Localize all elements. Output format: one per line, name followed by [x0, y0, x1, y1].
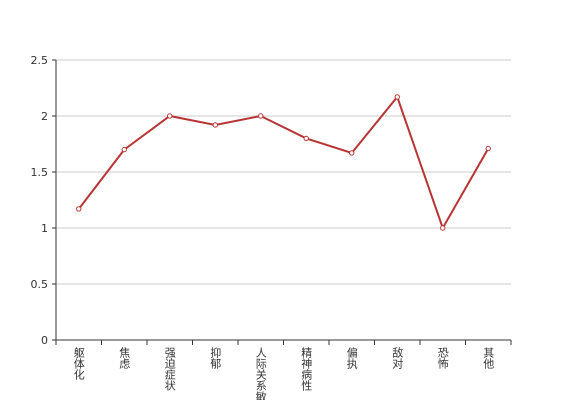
point	[212, 122, 218, 128]
point	[394, 94, 400, 100]
y-tick-label: 1.5	[31, 166, 49, 179]
y-tick-label: 2	[41, 110, 48, 123]
point	[440, 225, 446, 231]
x-tick-label: 焦虑	[118, 347, 131, 369]
y-tick-label: 0.5	[31, 278, 49, 291]
point	[349, 150, 355, 156]
x-tick-label: 其他	[482, 347, 495, 369]
x-tick-label: 恐怖	[436, 347, 449, 369]
y-tick-label: 0	[41, 334, 48, 347]
y-tick-label: 2.5	[31, 54, 49, 67]
x-tick-label: 人际关系敏感	[254, 347, 267, 400]
y-tick-label: 1	[41, 222, 48, 235]
x-tick-label: 偏执	[345, 346, 358, 370]
point	[303, 135, 309, 142]
x-tick-label: 躯体化	[72, 347, 85, 381]
line	[77, 94, 490, 231]
point	[76, 206, 82, 212]
point	[485, 145, 491, 152]
point	[167, 113, 173, 119]
point	[258, 113, 264, 119]
x-tick-label: 强迫症状	[163, 347, 176, 391]
x-tick-label: 抑郁	[209, 346, 222, 369]
x-tick-label: 敌对	[391, 346, 404, 369]
point	[121, 146, 127, 153]
x-tick-label: 精神病性	[300, 347, 313, 392]
